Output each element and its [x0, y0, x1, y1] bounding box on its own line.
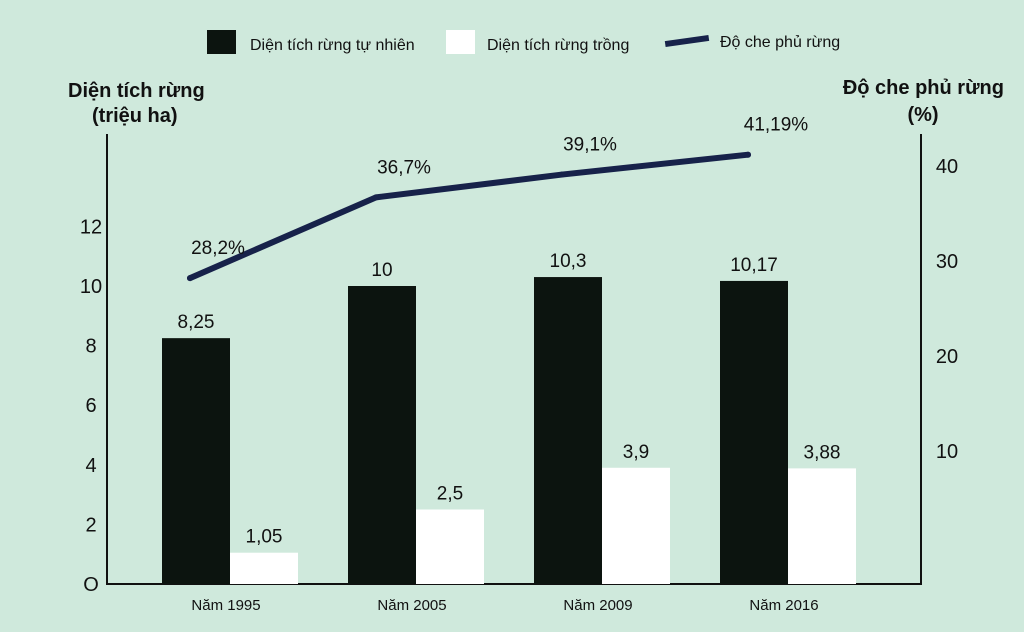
- right-tick-label: 30: [936, 251, 958, 273]
- cover-line: [187, 151, 751, 282]
- left-tick-label: 10: [80, 276, 102, 298]
- data-labels: 8,25 1,05 10 2,5 10,3 3,9 10,17 3,88 28,2% 36,7% 3…: [178, 115, 841, 548]
- category-label: Năm 2005: [377, 597, 446, 614]
- left-tick-label: 12: [80, 216, 102, 238]
- left-tick-label: 4: [85, 455, 96, 477]
- bar-natural-forest: [720, 280, 788, 584]
- left-tick-label: 2: [85, 514, 96, 536]
- category-label: Năm 2009: [563, 597, 632, 614]
- bar-natural-forest: [534, 277, 602, 584]
- data-label-natural-forest: 8,25: [178, 312, 215, 333]
- data-label-natural-forest: 10,17: [730, 255, 778, 276]
- right-tick-label: 20: [936, 346, 958, 368]
- cover-line-point: [373, 194, 379, 201]
- left-axis-ticks: O 2 4 6 8 10 12: [80, 216, 102, 596]
- data-label-forest-cover: 36,7%: [377, 157, 431, 178]
- bar-natural-forest: [348, 286, 416, 584]
- cover-line-point: [187, 275, 193, 282]
- legend-label-planted-forest: Diện tích rừng trồng: [487, 37, 629, 54]
- legend-swatch-forest-cover: [664, 34, 710, 48]
- bar-planted-forest: [602, 467, 670, 584]
- cover-line-point: [745, 151, 751, 158]
- bar-planted-forest: [416, 509, 484, 584]
- right-tick-label: 10: [936, 441, 958, 463]
- right-axis-title-line2: (%): [907, 104, 938, 126]
- category-labels: Năm 1995 Năm 2005 Năm 2009 Năm 2016: [191, 597, 818, 614]
- left-axis-title-line2: (triệu ha): [92, 105, 178, 127]
- data-label-forest-cover: 39,1%: [563, 135, 617, 156]
- right-tick-label: 40: [936, 156, 958, 178]
- data-label-planted-forest: 1,05: [246, 527, 283, 548]
- left-tick-label: O: [83, 574, 99, 596]
- data-label-planted-forest: 3,9: [623, 442, 649, 463]
- left-tick-label: 6: [85, 395, 96, 417]
- data-label-natural-forest: 10: [371, 260, 392, 281]
- left-tick-label: 8: [85, 336, 96, 358]
- bar-planted-forest: [230, 552, 298, 584]
- left-axis-title-line1: Diện tích rừng: [68, 80, 205, 102]
- cover-line-path: [187, 151, 751, 282]
- data-label-natural-forest: 10,3: [550, 251, 587, 272]
- legend-label-natural-forest: Diện tích rừng tự nhiên: [250, 37, 415, 54]
- legend: Diện tích rừng tự nhiên Diện tích rừng t…: [207, 30, 840, 54]
- legend-swatch-natural-forest: [207, 30, 236, 54]
- data-label-planted-forest: 3,88: [804, 442, 841, 463]
- bar-natural-forest: [162, 338, 230, 584]
- data-label-forest-cover: 28,2%: [191, 238, 245, 259]
- cover-line-point: [559, 171, 565, 178]
- legend-swatch-planted-forest: [446, 30, 475, 54]
- right-axis-ticks: 10 20 30 40: [936, 156, 958, 463]
- data-label-forest-cover: 41,19%: [744, 115, 809, 136]
- data-label-planted-forest: 2,5: [437, 484, 463, 505]
- bar-planted-forest: [788, 468, 856, 584]
- category-label: Năm 2016: [749, 597, 818, 614]
- right-axis-title-line1: Độ che phủ rừng: [843, 77, 1004, 99]
- category-label: Năm 1995: [191, 597, 260, 614]
- bars: [162, 277, 856, 584]
- legend-label-forest-cover: Độ che phủ rừng: [720, 34, 840, 51]
